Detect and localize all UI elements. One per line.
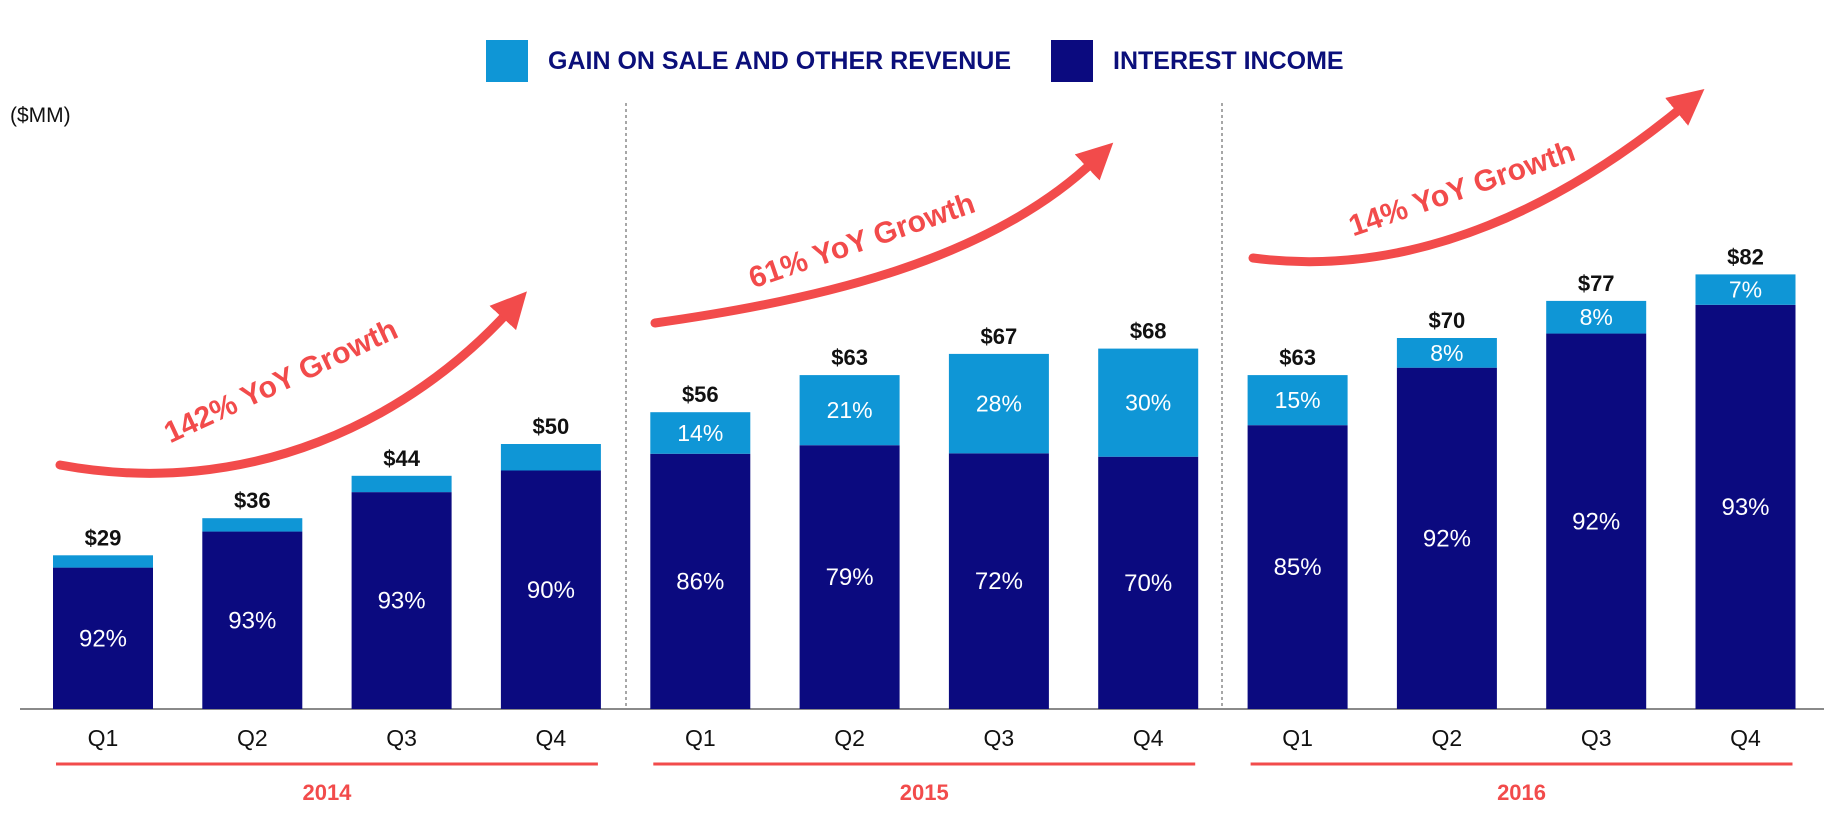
x-tick-label-2014-Q3: Q3 (386, 725, 417, 751)
data-label-total-2014-Q2: $36 (234, 488, 271, 513)
x-tick-label-2015-Q2: Q2 (834, 725, 865, 751)
legend-label-gain: GAIN ON SALE AND OTHER REVENUE (548, 46, 1012, 75)
x-tick-label-2014-Q4: Q4 (536, 725, 567, 751)
data-label-interest-2015-Q3: 72% (975, 568, 1023, 595)
legend-swatch-gain (486, 40, 528, 82)
bar-interest-2014-Q3 (351, 492, 452, 709)
legend-item-gain: GAIN ON SALE AND OTHER REVENUE (486, 40, 1011, 82)
bar-interest-2015-Q3 (948, 453, 1049, 709)
bar-gain-2015-Q1 (650, 412, 751, 454)
bar-interest-2016-Q1 (1247, 425, 1348, 709)
data-label-total-2014-Q3: $44 (383, 446, 420, 471)
data-label-gain-2016-Q2: 8% (1430, 340, 1463, 366)
x-tick-label-2014-Q1: Q1 (88, 725, 119, 751)
bar-interest-2014-Q4 (500, 470, 601, 709)
year-label-2015: 2015 (900, 780, 949, 805)
data-label-gain-2015-Q3: 28% (976, 391, 1022, 417)
bar-interest-2016-Q3 (1546, 333, 1647, 709)
data-label-gain-2015-Q4: 30% (1125, 390, 1171, 416)
data-label-total-2014-Q4: $50 (533, 414, 570, 439)
bar-gain-2015-Q2 (799, 375, 900, 446)
growth-label-2016: 14% YoY Growth (1345, 135, 1580, 243)
bar-interest-2015-Q4 (1098, 456, 1199, 709)
growth-arrow-2015 (650, 142, 1114, 328)
bar-interest-2016-Q2 (1396, 367, 1497, 709)
x-tick-label-2016-Q4: Q4 (1730, 725, 1761, 751)
growth-label-2014: 142% YoY Growth (159, 313, 403, 450)
legend-swatch-interest (1051, 40, 1094, 82)
data-label-total-2015-Q3: $67 (981, 324, 1018, 349)
bar-gain-2016-Q2 (1396, 338, 1497, 368)
data-label-total-2015-Q2: $63 (831, 345, 868, 370)
data-label-interest-2015-Q4: 70% (1124, 570, 1172, 597)
data-label-interest-2014-Q1: 92% (79, 625, 127, 652)
bar-gain-2016-Q3 (1546, 300, 1647, 334)
data-label-total-2015-Q1: $56 (682, 382, 719, 407)
bar-gain-2014-Q4 (500, 444, 601, 471)
x-tick-label-2015-Q1: Q1 (685, 725, 716, 751)
x-tick-label-2015-Q4: Q4 (1133, 725, 1164, 751)
data-label-interest-2016-Q3: 92% (1572, 508, 1620, 535)
data-label-gain-2016-Q4: 7% (1729, 277, 1762, 303)
data-label-interest-2016-Q4: 93% (1721, 494, 1769, 521)
bar-interest-2014-Q1 (53, 567, 153, 709)
data-label-total-2016-Q1: $63 (1279, 345, 1316, 370)
data-label-gain-2016-Q1: 15% (1275, 387, 1321, 413)
x-tick-label-2016-Q3: Q3 (1581, 725, 1612, 751)
bar-interest-2014-Q2 (202, 531, 303, 709)
growth-arrow-2016 (1248, 88, 1705, 267)
x-tick-label-2015-Q3: Q3 (984, 725, 1015, 751)
y-unit-label: ($MM) (10, 104, 71, 127)
data-label-interest-2014-Q3: 93% (378, 588, 426, 615)
data-label-interest-2016-Q1: 85% (1274, 554, 1322, 581)
data-label-interest-2014-Q2: 93% (228, 607, 276, 634)
bar-gain-2015-Q4 (1098, 348, 1199, 457)
chart-legend: GAIN ON SALE AND OTHER REVENUE INTEREST … (486, 40, 1384, 82)
data-label-total-2014-Q1: $29 (85, 525, 122, 550)
legend-item-interest: INTEREST INCOME (1051, 40, 1344, 82)
data-label-total-2016-Q4: $82 (1727, 244, 1764, 269)
bar-interest-2015-Q1 (650, 453, 751, 709)
data-label-gain-2015-Q2: 21% (827, 397, 873, 423)
bar-gain-2014-Q2 (202, 518, 303, 532)
x-tick-label-2014-Q2: Q2 (237, 725, 268, 751)
data-label-interest-2015-Q2: 79% (826, 564, 874, 591)
bar-interest-2016-Q4 (1695, 304, 1796, 709)
data-label-total-2016-Q3: $77 (1578, 271, 1615, 296)
data-label-interest-2014-Q4: 90% (527, 577, 575, 604)
data-label-interest-2015-Q1: 86% (676, 568, 724, 595)
bar-gain-2016-Q1 (1247, 375, 1348, 426)
bar-gain-2015-Q3 (948, 353, 1049, 454)
data-label-interest-2016-Q2: 92% (1423, 525, 1471, 552)
bar-interest-2015-Q2 (799, 445, 900, 709)
year-label-2016: 2016 (1497, 780, 1546, 805)
year-label-2014: 2014 (302, 780, 352, 805)
bar-gain-2016-Q4 (1695, 274, 1796, 305)
legend-label-interest: INTEREST INCOME (1113, 46, 1344, 75)
bar-gain-2014-Q1 (53, 555, 153, 568)
data-label-total-2016-Q2: $70 (1429, 308, 1466, 333)
x-tick-label-2016-Q2: Q2 (1432, 725, 1463, 751)
data-label-gain-2016-Q3: 8% (1580, 304, 1613, 330)
x-tick-label-2016-Q1: Q1 (1282, 725, 1313, 751)
data-label-total-2015-Q4: $68 (1130, 319, 1167, 344)
data-label-gain-2015-Q1: 14% (677, 420, 723, 446)
growth-arrow-2014 (55, 291, 527, 478)
bar-gain-2014-Q3 (351, 475, 452, 493)
